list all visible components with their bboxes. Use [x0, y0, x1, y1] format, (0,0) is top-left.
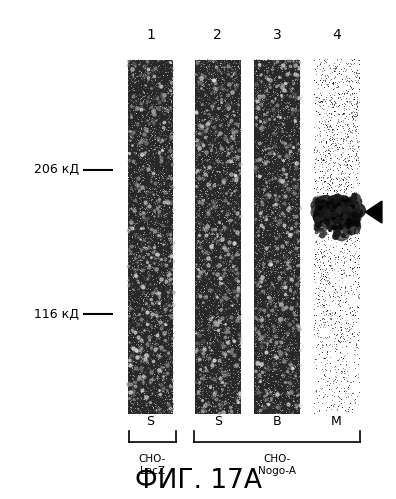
Text: S: S	[147, 415, 154, 428]
Text: CHO-
LacZ: CHO- LacZ	[139, 454, 166, 476]
Text: 1: 1	[146, 28, 155, 42]
Text: CHO-
Nogo-A: CHO- Nogo-A	[258, 454, 296, 476]
Text: ФИГ. 17А: ФИГ. 17А	[135, 468, 261, 494]
Text: 206 кД: 206 кД	[34, 163, 79, 176]
Text: M: M	[331, 415, 342, 428]
Bar	[128, 60, 173, 414]
Text: B: B	[273, 415, 282, 428]
Bar	[254, 60, 300, 414]
Text: 116 кД: 116 кД	[34, 308, 79, 321]
Bar	[195, 60, 241, 414]
Text: S: S	[214, 415, 222, 428]
Text: 4: 4	[332, 28, 341, 42]
Polygon shape	[366, 201, 382, 223]
Text: 2: 2	[213, 28, 222, 42]
Text: 3: 3	[273, 28, 282, 42]
